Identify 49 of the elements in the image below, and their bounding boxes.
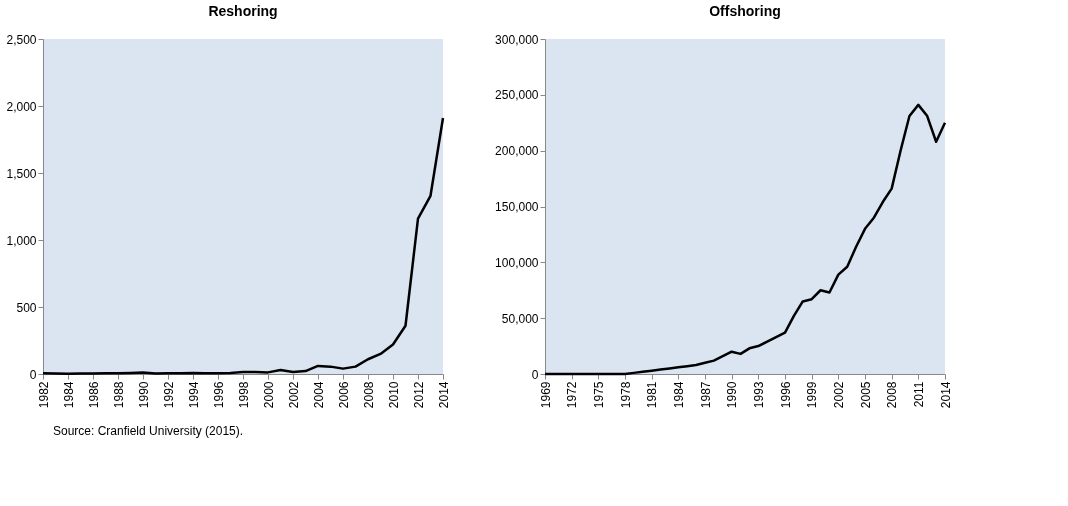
- x-tick-label: 1988: [111, 381, 126, 409]
- x-tick-label: 2002: [831, 381, 846, 409]
- y-tick-label: 1,000: [6, 233, 37, 248]
- x-tick-label: 1986: [86, 381, 101, 409]
- x-tick-label: 1990: [136, 381, 151, 409]
- y-tick-label: 50,000: [501, 311, 539, 326]
- x-tick-label: 1992: [161, 381, 176, 409]
- x-tick-label: 1996: [211, 381, 226, 409]
- x-tick-label: 2000: [261, 381, 276, 409]
- x-tick-label: 1984: [61, 381, 76, 409]
- x-tick-label: 2010: [386, 381, 401, 409]
- y-tick-label: 100,000: [495, 255, 539, 270]
- x-tick-label: 1993: [751, 381, 766, 409]
- y-tick-label: 2,500: [6, 32, 37, 47]
- x-tick-label: 1994: [186, 381, 201, 409]
- x-tick-label: 1972: [565, 381, 580, 409]
- y-tick-label: 1,500: [6, 166, 37, 181]
- x-tick-label: 2005: [858, 381, 873, 409]
- x-tick-label: 1969: [538, 381, 553, 409]
- x-tick-label: 1996: [778, 381, 793, 409]
- y-tick-label: 250,000: [495, 88, 539, 103]
- x-tick-label: 1981: [645, 381, 660, 409]
- source-note: Source: Cranfield University (2015).: [53, 424, 244, 438]
- x-tick-label: 1984: [671, 381, 686, 409]
- x-tick-label: 1978: [618, 381, 633, 409]
- chart-title: Reshoring: [208, 3, 278, 19]
- x-tick-label: 2008: [885, 381, 900, 409]
- x-tick-label: 2011: [911, 381, 926, 408]
- y-tick-label: 300,000: [495, 32, 539, 47]
- chart-title: Offshoring: [709, 3, 781, 19]
- x-tick-label: 1987: [698, 381, 713, 409]
- x-tick-label: 2012: [411, 381, 426, 409]
- y-tick-label: 500: [16, 300, 37, 315]
- x-tick-label: 1975: [591, 381, 606, 409]
- y-tick-label: 150,000: [495, 200, 539, 214]
- y-tick-label: 2,000: [6, 99, 37, 114]
- x-tick-label: 2004: [311, 381, 326, 409]
- x-tick-label: 2014: [436, 381, 451, 409]
- x-tick-label: 1982: [36, 381, 51, 409]
- x-tick-label: 2008: [361, 381, 376, 409]
- y-tick-label: 200,000: [495, 144, 539, 159]
- y-tick-label: 0: [29, 367, 37, 382]
- y-tick-label: 0: [531, 367, 539, 382]
- x-tick-label: 1998: [236, 381, 251, 409]
- x-tick-label: 2006: [336, 381, 351, 409]
- x-tick-label: 2014: [938, 381, 953, 409]
- x-tick-label: 2002: [286, 381, 301, 409]
- x-tick-label: 1999: [805, 381, 820, 409]
- x-tick-label: 1990: [725, 381, 740, 409]
